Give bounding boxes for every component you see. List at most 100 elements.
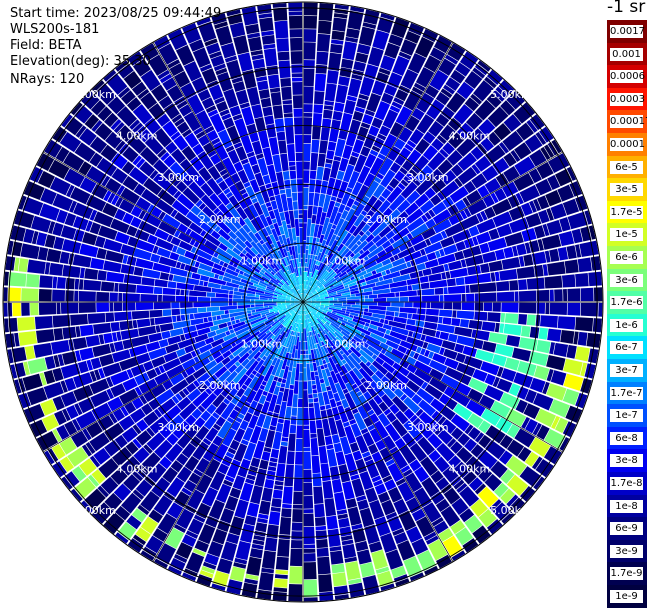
beam-gate-cell: [105, 313, 114, 323]
beam-gate-cell: [464, 275, 478, 284]
beam-gate-cell: [318, 574, 332, 592]
beam-gate-cell: [291, 64, 302, 73]
beam-gate-cell: [467, 266, 477, 275]
beam-gate-cell: [264, 447, 272, 452]
beam-gate-cell: [330, 550, 343, 564]
beam-gate-cell: [315, 526, 326, 531]
beam-gate-cell: [315, 180, 322, 193]
beam-gate-cell: [496, 281, 509, 291]
beam-gate-cell: [281, 87, 292, 100]
colorbar-tick-label: 3e-6: [610, 274, 643, 287]
beam-gate-cell: [290, 385, 294, 389]
beam-gate-cell: [311, 438, 319, 456]
beam-gate-cell: [278, 446, 287, 464]
beam-gate-cell: [35, 316, 53, 329]
beam-gate-cell: [567, 303, 580, 316]
beam-gate-cell: [109, 303, 113, 312]
beam-gate-cell: [298, 399, 303, 407]
beam-gate-cell: [448, 334, 458, 343]
beam-gate-cell: [543, 264, 548, 276]
beam-gate-cell: [38, 247, 48, 260]
beam-gate-cell: [264, 306, 268, 308]
beam-gate-cell: [291, 531, 302, 540]
beam-gate-cell: [456, 277, 465, 285]
beam-gate-cell: [215, 26, 232, 46]
beam-gate-cell: [551, 370, 567, 385]
beam-gate-cell: [309, 407, 315, 420]
beam-gate-cell: [198, 297, 211, 302]
beam-gate-cell: [259, 89, 270, 99]
beam-gate-cell: [162, 295, 175, 302]
beam-gate-cell: [198, 307, 207, 312]
beam-gate-cell: [298, 210, 302, 214]
beam-gate-cell: [304, 86, 314, 103]
beam-gate-cell: [568, 212, 588, 229]
beam-gate-cell: [277, 303, 281, 304]
beam-gate-cell: [303, 452, 311, 469]
beam-gate-cell: [228, 325, 233, 330]
beam-gate-cell: [295, 135, 303, 152]
beam-gate-cell: [270, 88, 280, 93]
beam-gate-cell: [133, 320, 138, 328]
beam-gate-cell: [258, 572, 273, 591]
beam-gate-cell: [318, 21, 332, 35]
beam-gate-cell: [431, 302, 444, 309]
beam-gate-cell: [21, 243, 40, 259]
beam-gate-cell: [294, 210, 299, 219]
beam-gate-cell: [567, 288, 580, 301]
beam-gate-cell: [299, 373, 303, 381]
beam-gate-cell: [291, 416, 297, 425]
beam-gate-cell: [304, 69, 315, 86]
beam-gate-cell: [330, 466, 340, 480]
beam-gate-cell: [292, 522, 303, 530]
beam-gate-cell: [190, 314, 194, 320]
beam-gate-cell: [160, 272, 169, 280]
beam-gate-cell: [314, 371, 318, 375]
beam-gate-cell: [502, 257, 521, 270]
beam-gate-cell: [109, 292, 117, 301]
beam-gate-cell: [30, 303, 39, 316]
beam-gate-cell: [293, 491, 302, 504]
beam-gate-cell: [317, 557, 330, 575]
beam-gate-cell: [336, 198, 342, 203]
beam-gate-cell: [304, 496, 314, 509]
beam-gate-cell: [331, 564, 344, 574]
beam-gate-cell: [306, 350, 309, 354]
beam-gate-cell: [492, 354, 507, 367]
beam-gate-cell: [342, 41, 357, 60]
beam-gate-cell: [49, 263, 63, 276]
beam-gate-cell: [300, 355, 303, 363]
beam-gate-cell: [292, 192, 297, 201]
beam-gate-cell: [154, 279, 167, 287]
beam-gate-cell: [326, 386, 331, 391]
beam-gate-cell: [176, 315, 181, 321]
beam-gate-cell: [422, 295, 439, 301]
range-ring-label: 4.00km: [449, 130, 491, 143]
beam-gate-cell: [341, 59, 353, 69]
beam-gate-cell: [233, 299, 250, 302]
beam-gate-cell: [154, 302, 171, 309]
beam-gate-cell: [489, 261, 503, 272]
beam-gate-cell: [316, 65, 327, 74]
beam-gate-cell: [193, 302, 210, 307]
beam-gate-cell: [538, 328, 548, 340]
beam-gate-cell: [53, 277, 58, 289]
beam-gate-cell: [285, 407, 292, 420]
beam-gate-cell: [274, 485, 283, 490]
beam-gate-cell: [343, 302, 347, 304]
range-ring-label: 5.00km: [74, 88, 116, 101]
beam-gate-cell: [360, 562, 375, 577]
range-ring-label: 1.00km: [241, 254, 283, 267]
beam-gate-cell: [303, 170, 309, 183]
beam-gate-cell: [333, 111, 343, 121]
beam-gate-cell: [347, 302, 355, 304]
beam-gate-cell: [4, 287, 8, 301]
colorbar-tick-label: 1e-6: [610, 319, 643, 332]
beam-gate-cell: [320, 406, 326, 411]
beam-gate-cell: [327, 70, 339, 84]
beam-gate-cell: [325, 83, 337, 101]
beam-gate-cell: [421, 282, 430, 289]
beam-gate-cell: [289, 166, 295, 170]
beam-gate-cell: [238, 52, 253, 71]
beam-gate-cell: [378, 302, 391, 306]
